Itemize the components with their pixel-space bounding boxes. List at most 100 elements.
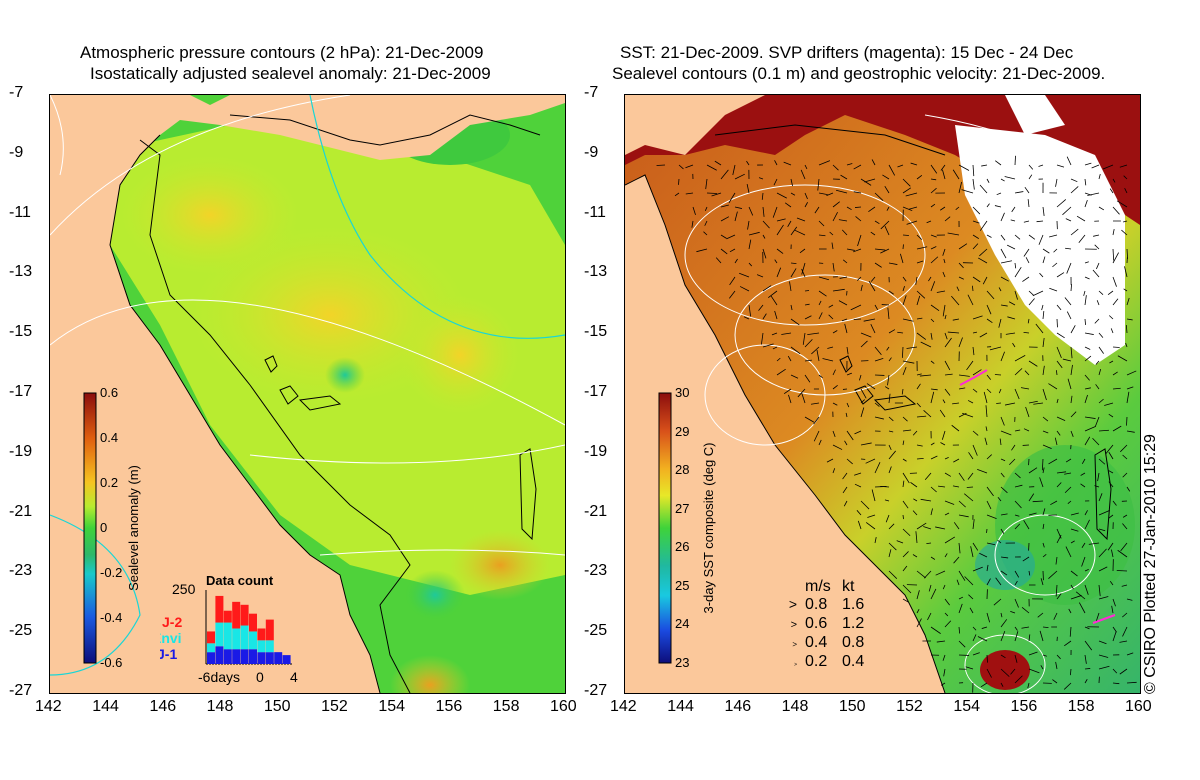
velocity-vector — [1069, 626, 1072, 637]
velocity-vector — [720, 216, 730, 222]
velocity-vector — [1084, 346, 1091, 350]
velocity-vector — [1036, 220, 1044, 223]
velocity-vector — [874, 358, 884, 362]
velocity-vector — [1014, 368, 1023, 376]
velocity-vector — [1087, 192, 1100, 196]
velocity-vector — [994, 205, 1002, 208]
velocity-vector — [930, 388, 938, 391]
velocity-vector — [930, 164, 938, 174]
velocity-vector — [886, 206, 890, 211]
velocity-vector — [1123, 288, 1128, 292]
velocity-vector — [1069, 668, 1072, 676]
velocity-vector — [944, 553, 948, 558]
velocity-vector — [776, 248, 784, 254]
colorbar-tick: 28 — [675, 462, 690, 478]
velocity-vector — [874, 220, 880, 225]
velocity-vector — [814, 206, 820, 214]
velocity-vector — [1048, 570, 1058, 579]
colorbar-tick: 27 — [675, 500, 690, 516]
velocity-vector — [1126, 681, 1137, 684]
velocity-vector — [874, 192, 884, 201]
velocity-vector — [972, 178, 975, 190]
data-count-inset: Data count 250 J-2 Envi J-1 -6days 0 4 — [160, 573, 298, 685]
velocity-vector — [853, 164, 862, 170]
velocity-vector — [983, 391, 988, 404]
data-count-bar-j2 — [215, 595, 224, 623]
velocity-vector — [1096, 262, 1100, 270]
velocity-vector — [998, 287, 1002, 292]
velocity-vector — [930, 187, 937, 194]
colorbar-tick: 30 — [675, 385, 690, 400]
velocity-vector — [822, 358, 834, 362]
velocity-vector — [828, 314, 834, 320]
velocity-vector — [842, 486, 848, 494]
velocity-vector — [1070, 411, 1077, 418]
velocity-vector — [902, 458, 907, 462]
velocity-vector — [705, 178, 708, 190]
velocity-vector — [776, 192, 787, 199]
velocity-vector — [980, 682, 988, 688]
velocity-vector — [986, 486, 994, 497]
velocity-vector — [979, 248, 988, 257]
velocity-vector — [887, 307, 890, 320]
velocity-vector — [888, 416, 894, 422]
velocity-vector — [859, 374, 862, 381]
velocity-vector — [902, 206, 913, 212]
velocity-vector — [868, 281, 876, 292]
velocity-vector — [1081, 556, 1086, 567]
velocity-vector — [916, 290, 926, 299]
velocity-vector — [972, 652, 980, 656]
velocity-vector — [972, 346, 975, 356]
left-lat-tick: -11 — [9, 203, 31, 221]
sst-map-canvas — [625, 95, 1140, 693]
velocity-vector — [1014, 523, 1021, 530]
velocity-vector — [1084, 162, 1092, 166]
legend-j2: J-2 — [162, 614, 182, 630]
velocity-vector — [1027, 318, 1030, 324]
velocity-vector — [982, 276, 988, 285]
velocity-vector — [935, 570, 946, 576]
velocity-vector — [790, 262, 797, 265]
velocity-vector — [1000, 472, 1005, 478]
velocity-vector — [944, 360, 951, 371]
velocity-vector — [801, 393, 806, 404]
velocity-vector — [1009, 458, 1016, 466]
velocity-vector — [748, 239, 752, 250]
right-lon-tick: 146 — [724, 698, 752, 715]
velocity-vector — [865, 522, 876, 530]
velocity-vector — [829, 231, 834, 236]
velocity-vector — [1028, 634, 1031, 642]
velocity-vector — [781, 332, 792, 335]
velocity-vector — [998, 388, 1002, 394]
velocity-vector — [930, 508, 933, 516]
velocity-vector — [801, 268, 806, 278]
velocity-vector — [997, 539, 1002, 544]
velocity-vector — [761, 192, 764, 200]
left-lat-tick: -27 — [9, 682, 33, 699]
sealevel-colorbar-label: Sealevel anomaly (m) — [126, 465, 141, 591]
velocity-vector — [1107, 542, 1114, 551]
velocity-vector — [953, 522, 960, 530]
velocity-vector — [972, 566, 983, 572]
velocity-vector — [961, 189, 974, 194]
velocity-vector — [1098, 509, 1110, 516]
data-count-x-tick-end: 4 — [290, 669, 298, 685]
velocity-vector — [951, 295, 960, 306]
velocity-vector — [986, 668, 992, 678]
data-count-bar-envi — [232, 628, 241, 650]
velocity-vector — [1042, 430, 1049, 434]
velocity-vector — [734, 173, 745, 180]
velocity-vector — [1116, 570, 1128, 572]
velocity-vector — [826, 458, 834, 463]
velocity-vector — [832, 288, 845, 292]
velocity-vector — [838, 300, 848, 306]
velocity-vector — [1067, 378, 1072, 390]
velocity-vector — [1109, 360, 1114, 364]
velocity-vector — [905, 192, 918, 197]
velocity-vector — [804, 416, 815, 423]
velocity-vector — [846, 402, 850, 408]
velocity-vector — [1014, 598, 1019, 608]
velocity-vector — [1094, 485, 1100, 488]
velocity-vector — [1038, 234, 1044, 245]
velocity-vector — [1014, 631, 1019, 642]
